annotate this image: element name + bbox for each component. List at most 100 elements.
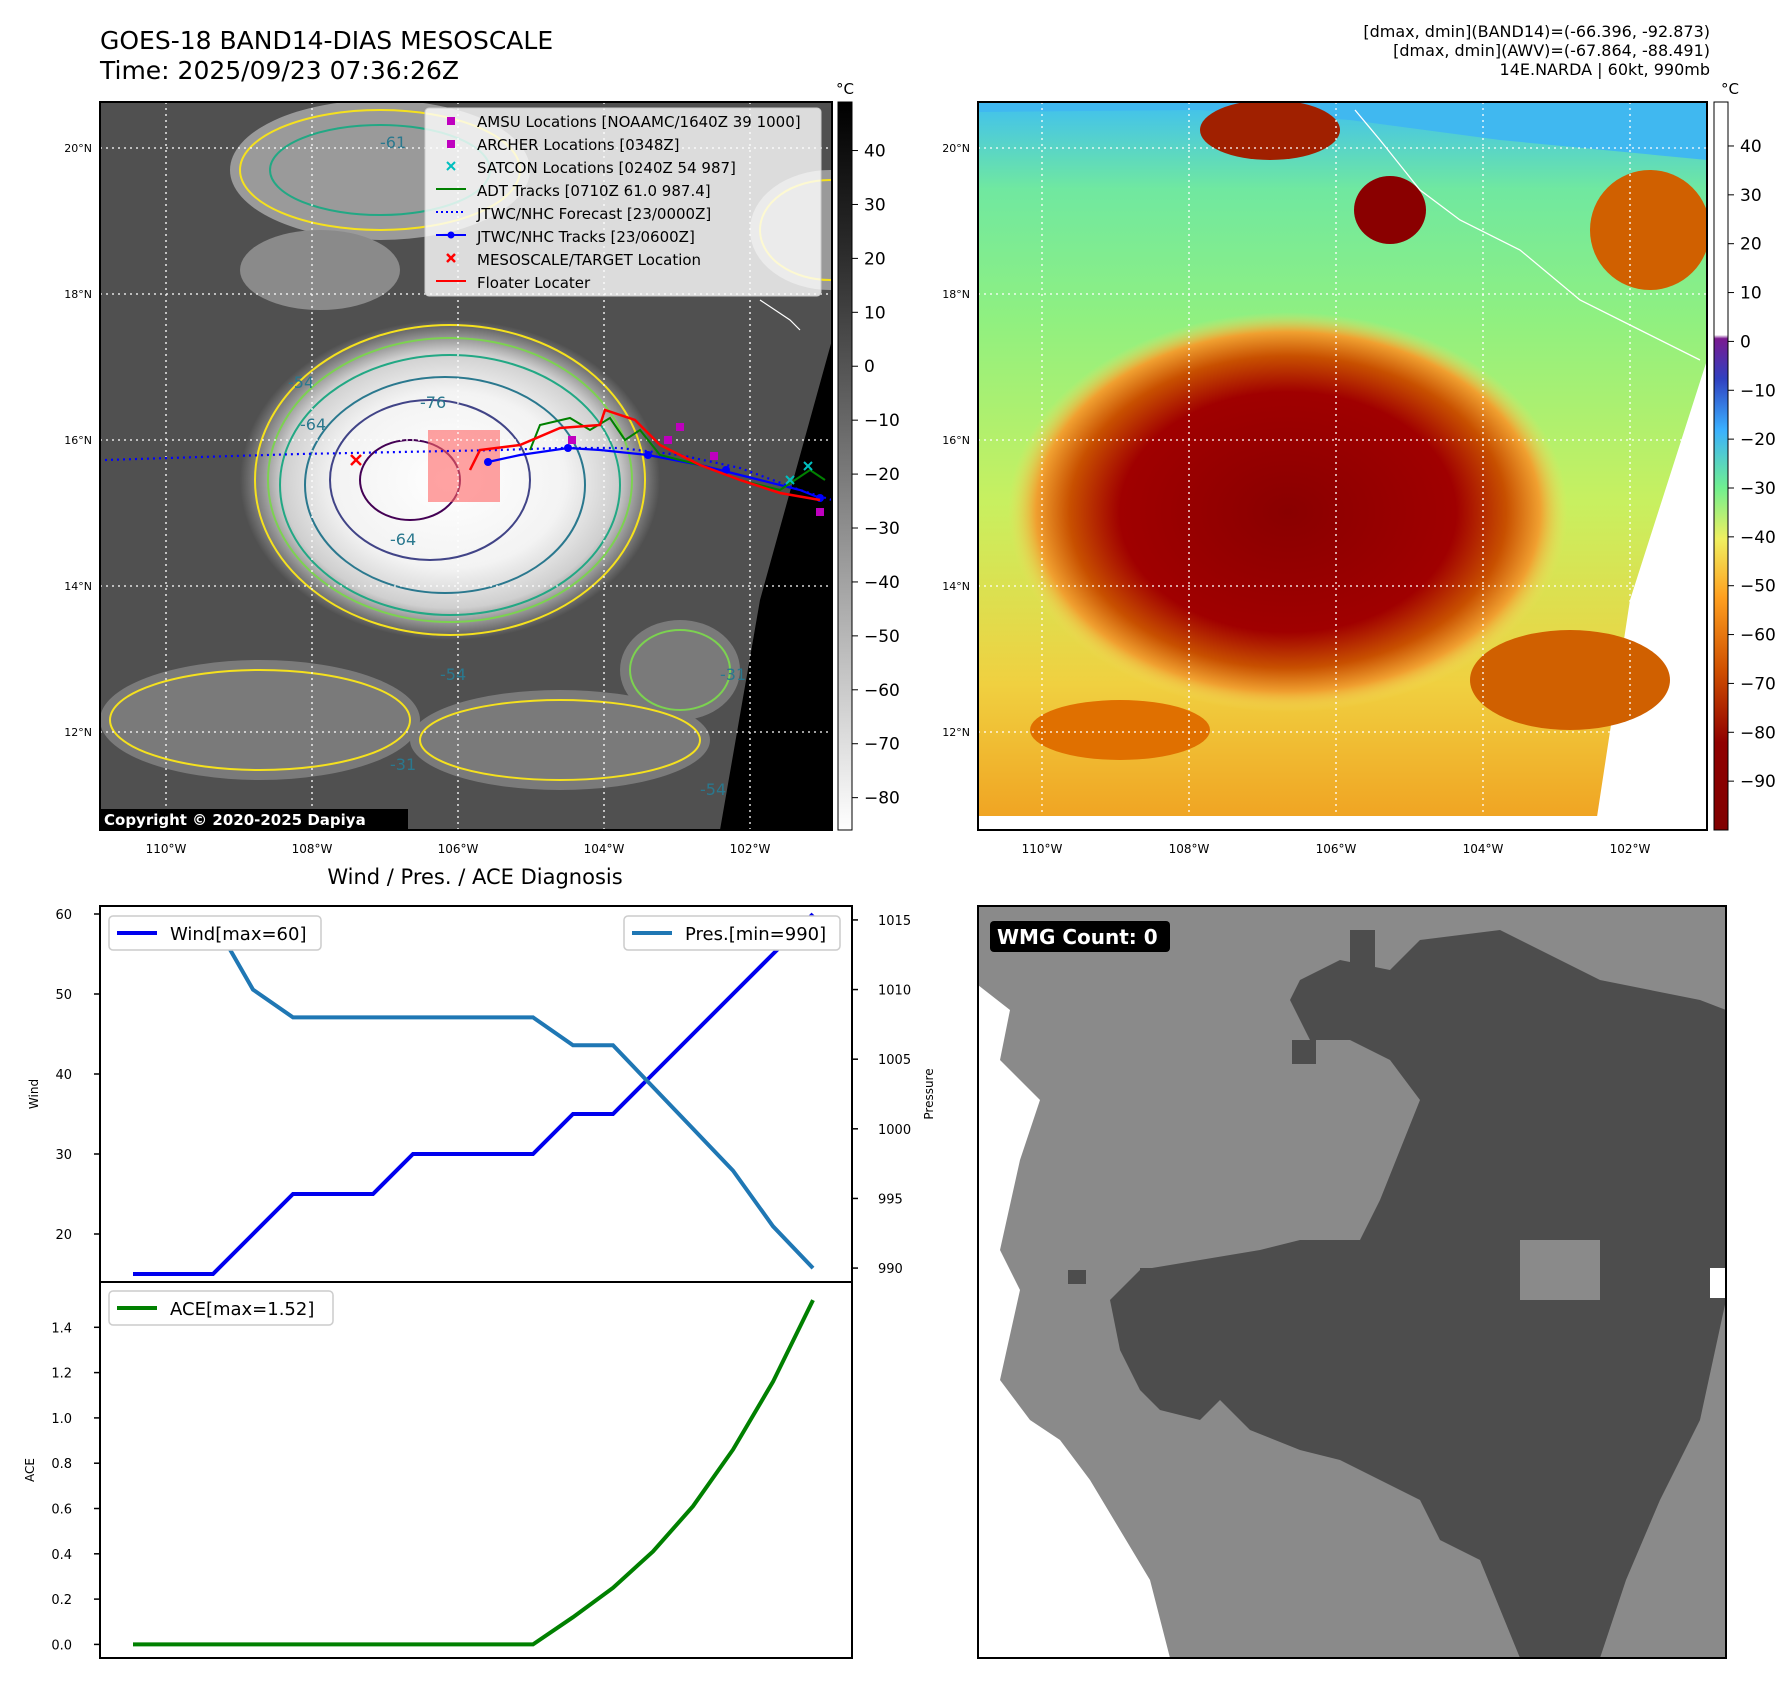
awv-colorbar-tick-label: −70 (1740, 674, 1776, 694)
ir-no-data-region (720, 102, 832, 830)
lat-label: 12°N (64, 726, 92, 739)
awv-cold-cell (1030, 700, 1210, 760)
stats-band14: [dmax, dmin](BAND14)=(-66.396, -92.873) (1363, 22, 1710, 41)
ace-tick-label: 0.6 (51, 1503, 72, 1518)
ir-colorbar: °C 40 30 20 10 0 −10 −20 −30 −40 −50 −60 −70 −80 (836, 80, 900, 831)
storm-info: 14E.NARDA | 60kt, 990mb (1499, 60, 1710, 79)
ir-map-frame (99, 101, 833, 831)
copyright-badge (100, 809, 408, 830)
adt-track (529, 416, 826, 492)
lat-label: 16°N (942, 434, 970, 447)
lat-label: 12°N (942, 726, 970, 739)
wmg-count-badge (990, 921, 1170, 952)
pressure-tick-label: 995 (878, 1192, 903, 1207)
awv-dry-region (978, 102, 1707, 160)
wmg-dark-cell (1140, 1268, 1168, 1282)
target-marker (350, 454, 362, 466)
ir-colorbar-tick-label: 0 (864, 357, 875, 377)
awv-cold-cell (1200, 102, 1340, 160)
awv-bottom-gap (978, 816, 1707, 830)
legend-target: MESOSCALE/TARGET Location (477, 251, 701, 269)
lon-label: 102°W (1610, 842, 1651, 856)
wind-tick-label: 20 (55, 1228, 72, 1243)
mesoscale-box (428, 430, 500, 502)
contour-label: -76 (420, 393, 446, 412)
awv-cold-cell (1470, 630, 1670, 730)
wmg-dark-region (1110, 930, 1726, 1658)
wind-tick-label: 50 (55, 988, 72, 1003)
legend-adt: ADT Tracks [0710Z 61.0 987.4] (477, 182, 711, 200)
pressure-tick-label: 1005 (878, 1053, 911, 1068)
awv-colorbar-tick-label: 30 (1740, 186, 1762, 206)
lon-label: 108°W (1169, 842, 1210, 856)
x-marker-icon (446, 253, 456, 263)
legend-floater: Floater Locater (477, 274, 591, 292)
awv-lat-labels: 20°N 18°N 16°N 14°N 12°N (942, 142, 970, 739)
wind-tick-label: 30 (55, 1148, 72, 1163)
lat-label: 20°N (942, 142, 970, 155)
legend-satcon: SATCON Locations [0240Z 54 987] (477, 159, 736, 177)
wind-legend-label: Wind[max=60] (170, 924, 307, 945)
ir-lon-labels: 110°W 108°W 106°W 104°W 102°W (146, 842, 771, 856)
figure-title: GOES-18 BAND14-DIAS MESOSCALE (100, 26, 554, 55)
ir-lat-labels: 20°N 18°N 16°N 14°N 12°N (64, 142, 92, 739)
pressure-axis-label: Pressure (922, 1068, 936, 1119)
contour-label: -61 (380, 133, 406, 152)
diagnosis-title: Wind / Pres. / ACE Diagnosis (327, 865, 622, 889)
ace-legend: ACE[max=1.52] (108, 1290, 334, 1326)
awv-colorbar-tick-label: −40 (1740, 528, 1776, 548)
contour-label: -64 (390, 530, 416, 549)
wind-legend: Wind[max=60] (108, 915, 322, 951)
awv-colorbar-tick-label: −80 (1740, 723, 1776, 743)
lon-label: 104°W (584, 842, 625, 856)
contour-label: -54 (288, 373, 314, 392)
lon-label: 108°W (292, 842, 333, 856)
dot-icon (447, 231, 455, 239)
awv-colorbar-tick-label: 40 (1740, 137, 1762, 157)
legend-tracks: JTWC/NHC Tracks [23/0600Z] (476, 228, 695, 246)
ir-gridlines (100, 102, 832, 830)
awv-cold-cell (1354, 176, 1426, 244)
ace-chart: 0.0 0.2 0.4 0.6 0.8 1.0 1.2 1.4 ACE ACE[max=1.5… (23, 1281, 853, 1659)
wmg-panel: WMG Count: 0 (977, 905, 1727, 1659)
amsu-archer-points (568, 423, 824, 516)
x-marker-icon (446, 161, 456, 171)
ir-coastline (759, 299, 801, 331)
wind-pressure-frame (99, 905, 853, 1283)
contour-label: -64 (300, 415, 326, 434)
ace-tick-label: 0.8 (51, 1457, 72, 1472)
wmg-white-cell (1710, 1268, 1726, 1298)
ace-legend-label: ACE[max=1.52] (170, 1299, 314, 1320)
ir-contour-labels: -76 -64 -54 -54 -31 -31 -64 -61 -54 (288, 133, 746, 799)
awv-colorbar-tick-label: 0 (1740, 332, 1751, 352)
contour-label: -54 (440, 665, 466, 684)
square-marker-icon (447, 117, 455, 125)
pressure-series-line (133, 917, 815, 1270)
figure-title-block: GOES-18 BAND14-DIAS MESOSCALE Time: 2025… (100, 26, 553, 86)
lat-label: 14°N (942, 580, 970, 593)
ir-colorbar-tick-label: −10 (864, 411, 900, 431)
wmg-dark-cell (1292, 1040, 1316, 1064)
wmg-frame (977, 905, 1727, 1659)
ir-colorbar-tick-label: 20 (864, 249, 886, 269)
satcon-points (785, 461, 813, 485)
figure-time: Time: 2025/09/23 07:36:26Z (100, 56, 459, 85)
legend-forecast: JTWC/NHC Forecast [23/0000Z] (476, 205, 711, 223)
contour-label: -54 (700, 780, 726, 799)
pressure-legend: Pres.[min=990] (623, 915, 841, 951)
pressure-tick-label: 990 (878, 1262, 903, 1277)
awv-colorbar: °C 40 30 20 10 0 −10 −20 −30 −40 −50 −60 −70 −80 −90 (1713, 80, 1776, 831)
ace-tick-label: 1.0 (51, 1412, 72, 1427)
awv-lon-labels: 110°W 108°W 106°W 104°W 102°W (1022, 842, 1651, 856)
lat-label: 14°N (64, 580, 92, 593)
lon-label: 102°W (730, 842, 771, 856)
awv-colorbar-tick-label: −90 (1740, 772, 1776, 792)
ir-colorbar-tick-label: 30 (864, 195, 886, 215)
ace-tick-label: 0.0 (51, 1638, 72, 1653)
ir-colorbar-tick-label: −80 (864, 789, 900, 809)
wind-series-line (133, 912, 815, 1276)
awv-colorbar-tick-label: −10 (1740, 381, 1776, 401)
contour-label: -31 (390, 755, 416, 774)
awv-cold-cell (1590, 170, 1707, 290)
awv-colorbar-tick-label: 10 (1740, 284, 1762, 304)
